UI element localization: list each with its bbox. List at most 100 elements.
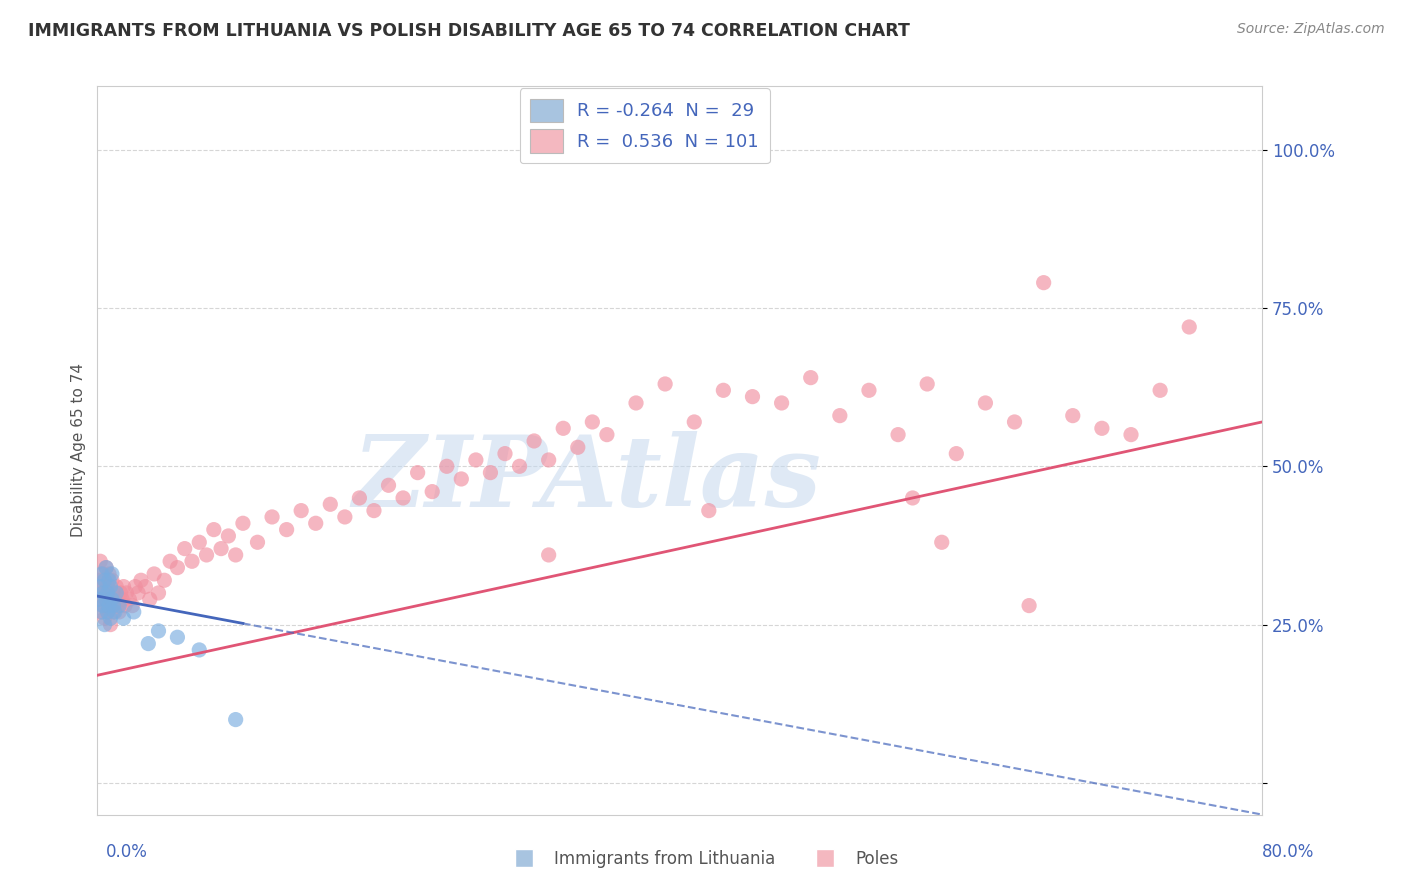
Point <box>108 599 131 613</box>
Point <box>122 605 145 619</box>
Point <box>93 574 115 588</box>
Point <box>112 580 135 594</box>
Point <box>166 560 188 574</box>
Point <box>1178 320 1201 334</box>
Text: Source: ZipAtlas.com: Source: ZipAtlas.com <box>1237 22 1385 37</box>
Point <box>225 713 247 727</box>
Point <box>134 580 156 594</box>
Point <box>1018 599 1040 613</box>
Point <box>93 617 115 632</box>
Point <box>104 605 127 619</box>
Point <box>103 586 125 600</box>
Point <box>319 497 342 511</box>
Point <box>89 592 111 607</box>
Point <box>188 643 211 657</box>
Point <box>105 586 128 600</box>
Text: 0.0%: 0.0% <box>105 843 148 861</box>
Point <box>377 478 399 492</box>
Point <box>683 415 706 429</box>
Point <box>1119 427 1142 442</box>
Point <box>420 484 443 499</box>
Point <box>181 554 204 568</box>
Point <box>104 592 127 607</box>
Point <box>115 586 138 600</box>
Point <box>159 554 181 568</box>
Point <box>232 516 254 531</box>
Point <box>98 599 121 613</box>
Point <box>1004 415 1026 429</box>
Point <box>392 491 415 505</box>
Point <box>136 637 159 651</box>
Point <box>553 421 575 435</box>
Point <box>711 384 734 398</box>
Point <box>260 510 283 524</box>
Point <box>90 605 112 619</box>
Point <box>148 624 170 638</box>
Point <box>87 592 110 607</box>
Point <box>89 580 111 594</box>
Point <box>96 580 118 594</box>
Point <box>98 599 121 613</box>
Point <box>225 548 247 562</box>
Point <box>112 611 135 625</box>
Point <box>333 510 356 524</box>
Point <box>305 516 328 531</box>
Point <box>166 630 188 644</box>
Point <box>406 466 429 480</box>
Point <box>96 605 118 619</box>
Point <box>209 541 232 556</box>
Point <box>100 580 122 594</box>
Point <box>479 466 502 480</box>
Point <box>94 592 117 607</box>
Point <box>89 554 111 568</box>
Point <box>654 376 676 391</box>
Point <box>945 447 967 461</box>
Point <box>974 396 997 410</box>
Point <box>94 560 117 574</box>
Point <box>1149 384 1171 398</box>
Point <box>741 390 763 404</box>
Point <box>90 605 112 619</box>
Point <box>1032 276 1054 290</box>
Point <box>101 566 124 581</box>
Point <box>93 611 115 625</box>
Point <box>129 574 152 588</box>
Point <box>101 592 124 607</box>
Point <box>90 580 112 594</box>
Text: ZIPAtlas: ZIPAtlas <box>352 432 821 528</box>
Point <box>107 599 129 613</box>
Point <box>363 503 385 517</box>
Point <box>94 592 117 607</box>
Point <box>143 566 166 581</box>
Point <box>103 599 125 613</box>
Point <box>98 574 121 588</box>
Point <box>127 586 149 600</box>
Point <box>100 592 122 607</box>
Legend: Immigrants from Lithuania, Poles: Immigrants from Lithuania, Poles <box>501 844 905 875</box>
Point <box>858 384 880 398</box>
Point <box>450 472 472 486</box>
Point <box>139 592 162 607</box>
Point <box>148 586 170 600</box>
Point <box>96 586 118 600</box>
Y-axis label: Disability Age 65 to 74: Disability Age 65 to 74 <box>72 363 86 538</box>
Point <box>100 617 122 632</box>
Point <box>567 440 589 454</box>
Point <box>887 427 910 442</box>
Point <box>110 586 132 600</box>
Point <box>624 396 647 410</box>
Point <box>94 560 117 574</box>
Point <box>494 447 516 461</box>
Text: 80.0%: 80.0% <box>1263 843 1315 861</box>
Point <box>153 574 176 588</box>
Point <box>108 605 131 619</box>
Point <box>770 396 793 410</box>
Point <box>828 409 851 423</box>
Point <box>1091 421 1114 435</box>
Point <box>87 574 110 588</box>
Point <box>103 605 125 619</box>
Point <box>96 605 118 619</box>
Point <box>276 523 298 537</box>
Point <box>509 459 531 474</box>
Point <box>697 503 720 517</box>
